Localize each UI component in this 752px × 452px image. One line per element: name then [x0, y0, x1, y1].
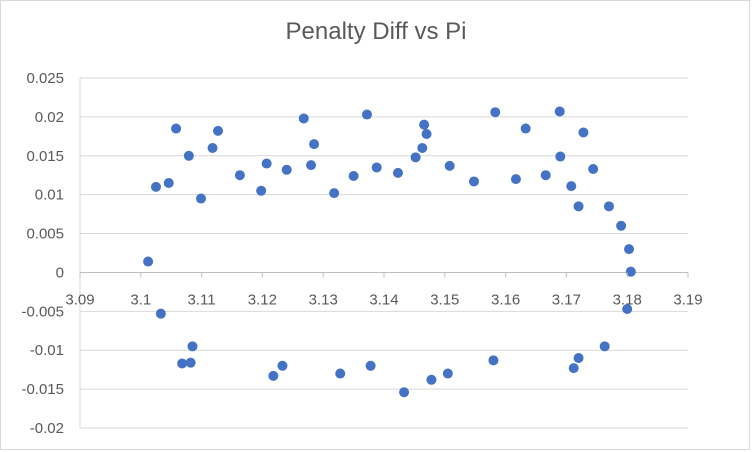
data-point: [213, 125, 224, 136]
data-point: [540, 170, 551, 181]
data-point: [163, 178, 174, 188]
data-point: [207, 143, 218, 153]
data-point: [151, 181, 161, 192]
data-point: [187, 341, 198, 352]
data-point: [599, 341, 610, 352]
data-point: [488, 355, 499, 366]
data-point: [442, 368, 453, 379]
data-point: [309, 139, 320, 150]
y-tick-label: 0.025: [26, 70, 64, 87]
data-point: [329, 188, 340, 199]
x-tick-label: 3.11: [188, 291, 216, 308]
data-point: [155, 308, 166, 319]
data-point: [588, 164, 599, 174]
data-point: [510, 174, 521, 185]
chart-title: Penalty Diff vs Pi: [285, 18, 467, 45]
data-point: [417, 143, 428, 153]
gridlines: [80, 77, 688, 429]
x-tick-label: 3.16: [491, 291, 520, 308]
x-tick-label: 3.19: [673, 291, 702, 308]
x-tick-label: 3.1: [130, 291, 151, 308]
data-point: [268, 370, 279, 381]
data-point: [185, 357, 196, 368]
data-point: [177, 358, 188, 369]
data-point: [573, 201, 584, 212]
y-tick-label: -0.015: [21, 381, 64, 398]
data-point: [234, 170, 245, 181]
data-point: [183, 150, 194, 161]
data-point: [490, 107, 501, 118]
x-tick-label: 3.14: [369, 291, 398, 308]
data-point: [256, 185, 267, 196]
data-point: [554, 106, 565, 117]
data-point: [419, 119, 430, 130]
x-tick-label: 3.18: [613, 291, 642, 308]
data-point: [410, 152, 421, 163]
data-point: [625, 266, 636, 277]
data-point: [365, 360, 376, 371]
data-point: [616, 220, 627, 231]
tick-labels: 0.025 0.02 0.015 0.01 0.005 0 -0.005 -0.01 -0.01…: [21, 70, 702, 437]
data-point: [306, 160, 317, 171]
data-point: [371, 162, 382, 173]
data-point: [555, 151, 566, 162]
data-point: [195, 193, 206, 204]
data-point: [622, 304, 633, 314]
data-point: [624, 244, 635, 255]
data-point: [468, 176, 479, 187]
data-point: [444, 160, 455, 171]
x-tick-label: 3.17: [552, 291, 581, 308]
data-point: [603, 201, 614, 212]
data-point: [399, 387, 410, 398]
data-point: [281, 164, 292, 175]
y-tick-label: -0.02: [30, 420, 64, 437]
x-tick-label: 3.12: [248, 291, 277, 308]
y-tick-label: 0.02: [35, 109, 64, 126]
data-point: [392, 167, 403, 178]
data-point: [143, 256, 154, 267]
y-tick-label: 0.015: [26, 148, 64, 165]
x-tick-label: 3.13: [309, 291, 338, 308]
data-point: [348, 171, 359, 181]
x-tick-label: 3.09: [65, 291, 94, 308]
y-tick-label: 0.01: [35, 187, 64, 204]
y-tick-label: 0.005: [26, 226, 64, 243]
x-tick-label: 3.15: [430, 291, 459, 308]
data-point: [298, 113, 309, 124]
y-tick-label: -0.01: [30, 342, 64, 359]
data-point: [335, 368, 346, 379]
data-point: [277, 360, 288, 371]
data-points: [143, 106, 636, 398]
axes: [79, 78, 688, 428]
data-point: [426, 374, 437, 385]
y-tick-label: -0.005: [21, 303, 64, 320]
data-point: [421, 129, 432, 139]
data-point: [261, 158, 272, 169]
data-point: [171, 123, 182, 134]
data-point: [520, 123, 531, 134]
data-point: [573, 353, 584, 363]
data-point: [568, 363, 579, 374]
y-tick-label: 0: [56, 264, 64, 281]
data-point: [578, 127, 589, 138]
data-point: [566, 181, 577, 192]
data-point: [361, 109, 372, 120]
